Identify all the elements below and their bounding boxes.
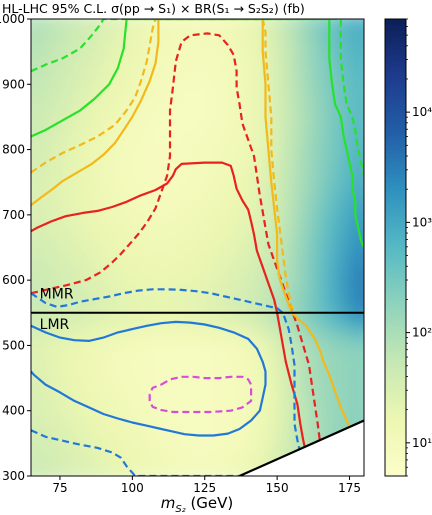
colorbar-scale — [384, 18, 407, 477]
colorbar-tick-label: 10³ — [412, 215, 432, 229]
colorbar-tick-label: 10¹ — [412, 436, 432, 450]
y-tick-label: 1000 — [0, 12, 25, 26]
contour-green-solid — [31, 19, 364, 248]
contour-red-solid — [31, 161, 311, 464]
colorbar-tick-label: 10² — [412, 326, 432, 340]
x-axis: 75 100 125 150 175 — [52, 476, 361, 495]
y-tick-label: 400 — [2, 404, 25, 418]
plot-frame — [30, 18, 365, 477]
contour-lines — [31, 19, 364, 476]
x-tick-label: 125 — [193, 481, 216, 495]
kinematic-limit-line — [239, 419, 364, 476]
heatmap — [31, 19, 364, 476]
x-tick-label: 100 — [121, 481, 144, 495]
contour-magenta-dashed — [148, 375, 253, 414]
y-tick-label: 900 — [2, 77, 25, 91]
x-tick-label: 150 — [266, 481, 289, 495]
contour-orange-solid — [31, 19, 354, 432]
y-tick-label: 600 — [2, 273, 25, 287]
y-tick-label: 500 — [2, 338, 25, 352]
colorbar: 10¹ 10² 10³ 10⁴ — [384, 18, 432, 477]
y-axis: 300 400 500 600 700 800 900 1000 — [0, 12, 31, 483]
region-label-lmr: LMR — [40, 317, 70, 333]
contour-orange-dashed — [31, 19, 296, 314]
contour-green-dashed — [31, 19, 364, 176]
x-axis-label: mS₂ (GeV) — [161, 494, 234, 515]
region-overlays: MMR LMR — [31, 286, 364, 476]
colorbar-tick-label: 10⁴ — [412, 105, 432, 119]
x-tick-label: 175 — [338, 481, 361, 495]
contour-red-dashed — [31, 32, 328, 470]
y-tick-label: 800 — [2, 143, 25, 157]
chart-title: HL-LHC 95% C.L. σ(pp → S₁) × BR(S₁ → S₂S… — [2, 1, 305, 16]
y-tick-label: 300 — [2, 469, 25, 483]
contour-blue-dashed — [31, 429, 243, 476]
contour-blue-solid — [31, 320, 267, 437]
region-label-mmr: MMR — [40, 286, 74, 302]
contour-blue-dashed-top — [31, 288, 305, 473]
x-tick-label: 75 — [52, 481, 67, 495]
y-tick-label: 700 — [2, 208, 25, 222]
